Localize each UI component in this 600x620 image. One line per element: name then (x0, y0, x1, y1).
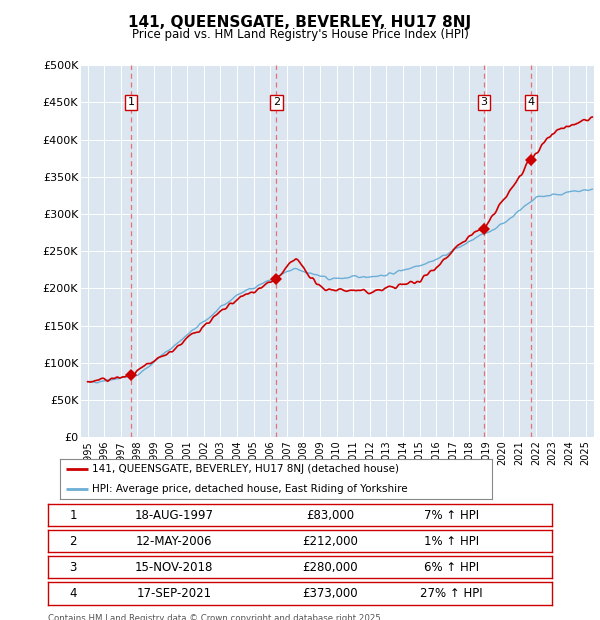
Text: 1% ↑ HPI: 1% ↑ HPI (424, 535, 479, 547)
Text: £280,000: £280,000 (302, 561, 358, 574)
Text: 2: 2 (273, 97, 280, 107)
Text: 15-NOV-2018: 15-NOV-2018 (135, 561, 213, 574)
Text: 3: 3 (481, 97, 488, 107)
Text: Price paid vs. HM Land Registry's House Price Index (HPI): Price paid vs. HM Land Registry's House … (131, 28, 469, 41)
Text: 4: 4 (527, 97, 535, 107)
Text: 17-SEP-2021: 17-SEP-2021 (136, 587, 212, 600)
Text: 141, QUEENSGATE, BEVERLEY, HU17 8NJ (detached house): 141, QUEENSGATE, BEVERLEY, HU17 8NJ (det… (92, 464, 400, 474)
Text: 7% ↑ HPI: 7% ↑ HPI (424, 509, 479, 521)
Text: £83,000: £83,000 (306, 509, 355, 521)
Text: 18-AUG-1997: 18-AUG-1997 (134, 509, 214, 521)
Text: £212,000: £212,000 (302, 535, 358, 547)
Text: HPI: Average price, detached house, East Riding of Yorkshire: HPI: Average price, detached house, East… (92, 484, 408, 494)
Text: 2: 2 (70, 535, 77, 547)
Text: 6% ↑ HPI: 6% ↑ HPI (424, 561, 479, 574)
Text: 141, QUEENSGATE, BEVERLEY, HU17 8NJ: 141, QUEENSGATE, BEVERLEY, HU17 8NJ (128, 16, 472, 30)
Text: £373,000: £373,000 (302, 587, 358, 600)
Text: 4: 4 (70, 587, 77, 600)
Text: 3: 3 (70, 561, 77, 574)
Text: 1: 1 (70, 509, 77, 521)
Text: 12-MAY-2006: 12-MAY-2006 (136, 535, 212, 547)
Text: Contains HM Land Registry data © Crown copyright and database right 2025.
This d: Contains HM Land Registry data © Crown c… (48, 614, 383, 620)
Text: 1: 1 (128, 97, 134, 107)
Text: 27% ↑ HPI: 27% ↑ HPI (420, 587, 482, 600)
